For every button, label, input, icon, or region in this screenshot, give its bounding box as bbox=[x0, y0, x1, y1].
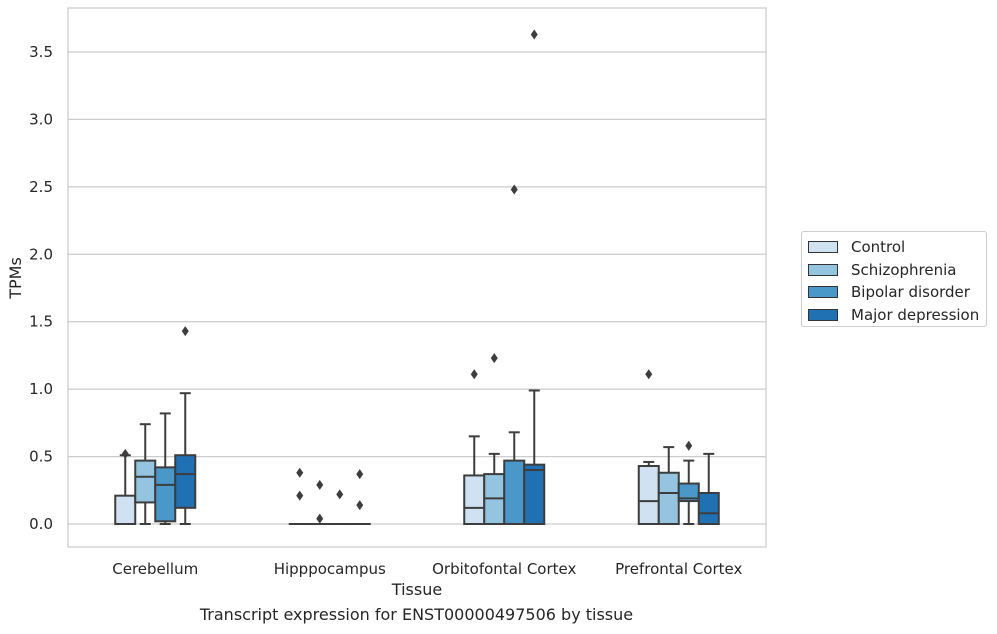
box-body bbox=[174, 454, 197, 509]
legend-swatch-bipolar-disorder bbox=[808, 286, 838, 299]
box-body bbox=[523, 463, 546, 526]
outlier-point bbox=[296, 467, 304, 478]
x-tick-label: Orbitofontal Cortex bbox=[432, 560, 576, 578]
box bbox=[463, 435, 486, 525]
outlier-point bbox=[510, 184, 518, 195]
outlier-point bbox=[316, 479, 324, 490]
chart-caption: Transcript expression for ENST0000049750… bbox=[199, 605, 634, 624]
legend-item-schizophrenia: Schizophrenia bbox=[808, 259, 986, 282]
box-body bbox=[463, 474, 486, 525]
y-tick-labels: 0.0 0.5 1.0 1.5 2.0 2.5 3.0 3.5 bbox=[29, 43, 53, 533]
boxes bbox=[114, 389, 720, 526]
box bbox=[503, 431, 526, 526]
box bbox=[657, 446, 680, 525]
legend-label-schizophrenia: Schizophrenia bbox=[851, 260, 957, 279]
box bbox=[637, 460, 660, 525]
x-tick-label: Cerebellum bbox=[112, 560, 198, 578]
y-tick-label: 2.5 bbox=[29, 178, 53, 196]
outlier-point bbox=[181, 326, 189, 337]
y-tick-label: 3.0 bbox=[29, 110, 53, 128]
box bbox=[697, 452, 720, 525]
y-tick-label: 0.0 bbox=[29, 515, 53, 533]
box-body bbox=[657, 471, 680, 525]
box bbox=[483, 452, 506, 525]
box bbox=[154, 412, 177, 525]
outlier-point bbox=[296, 490, 304, 501]
box bbox=[174, 392, 197, 525]
outlier-point bbox=[356, 500, 364, 511]
outlier-point bbox=[685, 440, 693, 451]
box-body bbox=[114, 494, 137, 525]
outlier-point bbox=[121, 448, 129, 459]
outlier-point bbox=[470, 369, 478, 380]
plot-frame bbox=[67, 7, 767, 548]
x-tick-label: Prefrontal Cortex bbox=[615, 560, 742, 578]
legend-swatch-control bbox=[808, 241, 838, 254]
box-body bbox=[154, 466, 177, 523]
box-body bbox=[503, 459, 526, 526]
box-body bbox=[637, 465, 660, 525]
box bbox=[523, 389, 546, 526]
outlier-point bbox=[645, 369, 653, 380]
outlier-point bbox=[490, 353, 498, 364]
y-tick-label: 1.0 bbox=[29, 380, 53, 398]
legend-label-major-depression: Major depression bbox=[851, 305, 980, 324]
outlier-point bbox=[316, 513, 324, 524]
box bbox=[677, 459, 700, 525]
outlier-point bbox=[336, 489, 344, 500]
box-body bbox=[134, 459, 157, 504]
outlier-point bbox=[530, 29, 538, 40]
x-axis-label: Tissue bbox=[391, 580, 442, 599]
legend: Control Schizophrenia Bipolar disorder M… bbox=[801, 231, 987, 327]
legend-label-bipolar-disorder: Bipolar disorder bbox=[851, 283, 970, 302]
x-tick-labels: Cerebellum Hipppocampus Orbitofontal Corte… bbox=[112, 560, 742, 578]
box bbox=[114, 454, 137, 525]
legend-swatch-schizophrenia bbox=[808, 263, 838, 276]
legend-item-major-depression: Major depression bbox=[808, 304, 986, 327]
y-tick-label: 1.5 bbox=[29, 313, 53, 331]
outlier-point bbox=[356, 469, 364, 480]
y-tick-label: 0.5 bbox=[29, 448, 53, 466]
y-tick-label: 2.0 bbox=[29, 245, 53, 263]
x-tick-label: Hipppocampus bbox=[274, 560, 386, 578]
box-body bbox=[697, 491, 720, 525]
legend-label-control: Control bbox=[851, 238, 906, 257]
y-axis-label: TPMs bbox=[6, 257, 25, 300]
y-tick-label: 3.5 bbox=[29, 43, 53, 61]
box bbox=[134, 423, 157, 525]
legend-swatch-major-depression bbox=[808, 308, 838, 321]
legend-item-control: Control bbox=[808, 236, 986, 259]
legend-item-bipolar-disorder: Bipolar disorder bbox=[808, 281, 986, 304]
outliers bbox=[121, 29, 693, 524]
gridlines bbox=[68, 51, 766, 525]
